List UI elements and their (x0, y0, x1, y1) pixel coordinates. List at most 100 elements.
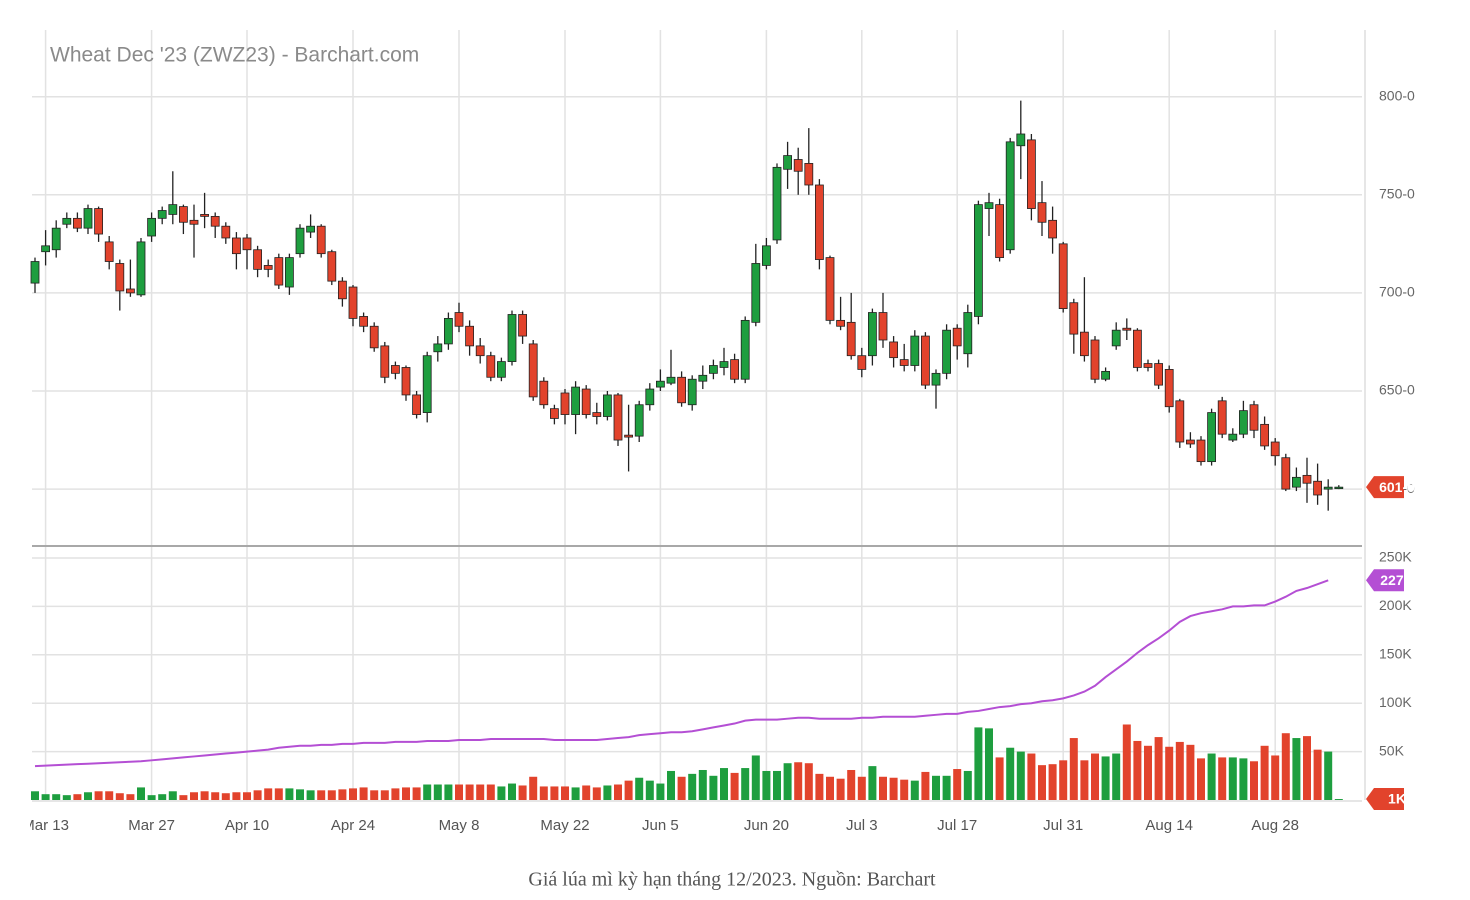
volume-bar (794, 762, 803, 800)
volume-bar (1048, 764, 1057, 800)
candle-body (1313, 480, 1322, 496)
volume-bar (41, 794, 50, 800)
x-tick-label: Jun 20 (744, 817, 789, 834)
volume-bar (730, 772, 739, 800)
candle-body (793, 159, 803, 172)
candle-body (390, 365, 400, 374)
candle-body (1048, 219, 1057, 239)
volume-bar (582, 785, 591, 800)
volume-bar (518, 785, 527, 800)
volume-bar (963, 770, 972, 800)
candle-body (104, 241, 114, 262)
volume-bar (900, 779, 909, 800)
x-tick-label: Aug 14 (1145, 817, 1193, 834)
value-badge (1366, 476, 1404, 499)
volume-bar (614, 784, 622, 800)
volume-bar (953, 769, 962, 800)
value-badge (1366, 569, 1404, 592)
candle-body (62, 217, 72, 225)
candle-body (889, 341, 898, 359)
volume-bar (105, 791, 114, 800)
candle-body (465, 325, 475, 347)
volume-bar (370, 790, 379, 800)
volume-bar (932, 775, 940, 800)
volume-bar (1027, 753, 1036, 800)
x-tick-label: Jun 5 (642, 817, 679, 834)
volume-bar (52, 794, 61, 800)
candle-body (942, 329, 951, 374)
volume-bar (1334, 799, 1343, 800)
volume-bar (1112, 753, 1121, 800)
volume-bar (624, 780, 633, 800)
candle-body (1133, 329, 1142, 368)
volume-bar (529, 776, 538, 800)
candle-body (1027, 139, 1036, 209)
candle-body (486, 355, 496, 378)
volume-bar (1260, 745, 1269, 800)
candle-body (751, 263, 761, 323)
candle-body (963, 312, 973, 355)
volume-bar (264, 788, 273, 800)
candle-body (380, 345, 390, 378)
x-tick-label: Jul 17 (937, 817, 977, 834)
volume-bar (921, 771, 930, 800)
candle-body (613, 394, 623, 441)
candle-body (189, 219, 199, 225)
volume-bar (508, 783, 516, 800)
candle-body (1122, 327, 1132, 331)
candle-body (1270, 441, 1280, 457)
volume-bar (879, 776, 887, 800)
candle-body (677, 376, 686, 404)
volume-bar (857, 776, 866, 800)
candle-body (656, 380, 665, 388)
candle-body (1207, 412, 1216, 463)
candle-body (1037, 202, 1047, 223)
candle-body (136, 241, 146, 296)
volume-bar (211, 792, 220, 800)
volume-bar (539, 786, 548, 800)
volume-bar (688, 773, 697, 800)
x-tick-label: Mar 13 (22, 817, 69, 834)
volume-bar (31, 791, 39, 800)
candle-body (1175, 400, 1185, 443)
candle-body (1080, 331, 1089, 357)
volume-bar (677, 776, 686, 800)
candle-body (592, 412, 602, 417)
volume-bar (296, 789, 304, 800)
candle-body (1154, 363, 1163, 386)
candle-body (200, 214, 210, 217)
y-tick-label: 800-0 (1379, 87, 1415, 103)
volume-bar (783, 763, 792, 800)
volume-bar (974, 727, 983, 800)
volume-bar (1038, 765, 1046, 800)
candle-body (709, 365, 718, 374)
volume-bar (804, 763, 813, 800)
candle-body (1292, 476, 1301, 488)
volume-bar (465, 784, 474, 800)
candle-body (263, 265, 273, 270)
volume-bar (327, 790, 336, 800)
candle-body (253, 249, 263, 270)
candle-body (496, 361, 506, 378)
volume-bar (773, 770, 781, 800)
candle-body (730, 359, 739, 380)
candle-body (284, 257, 294, 288)
candle-body (995, 204, 1004, 258)
candle-body (316, 225, 326, 255)
candle-body (550, 408, 559, 419)
candle-body (634, 404, 644, 437)
volume-bar (826, 776, 834, 800)
x-tick-label: May 8 (439, 817, 480, 834)
candle-body (878, 312, 888, 341)
candle-body (369, 325, 379, 349)
volume-bar (698, 769, 707, 800)
candle-body (815, 184, 824, 260)
candle-body (687, 378, 697, 406)
volume-bar (137, 787, 145, 800)
candle-body (825, 257, 835, 321)
candle-body (507, 314, 517, 362)
candle-body (41, 245, 50, 253)
candle-body (539, 380, 549, 406)
caption: Giá lúa mì kỳ hạn tháng 12/2023. Nguồn: … (528, 869, 936, 891)
